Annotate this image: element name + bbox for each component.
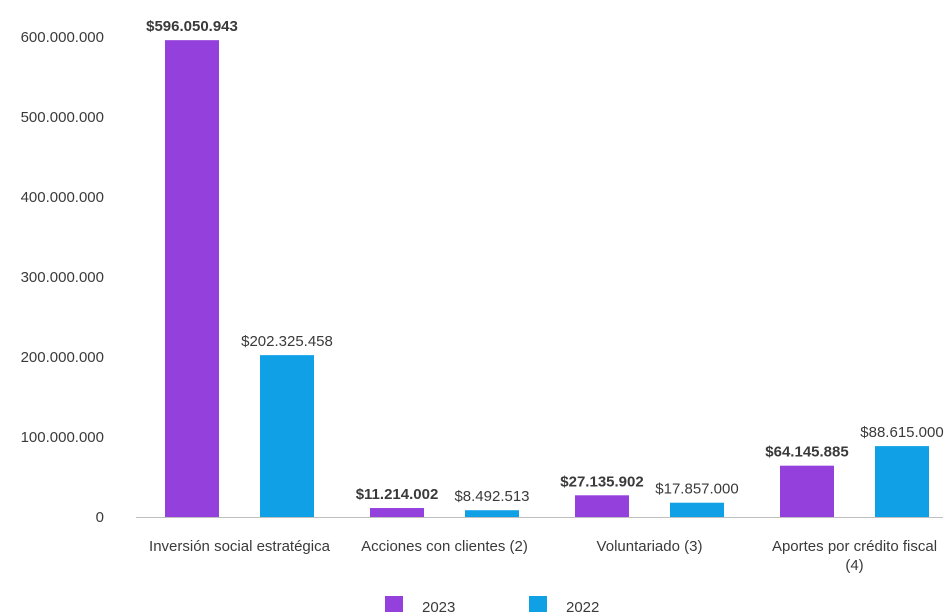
y-tick-label: 300.000.000 <box>21 269 104 286</box>
category-label: Acciones con clientes (2) <box>361 538 528 555</box>
bar-2022 <box>670 502 724 517</box>
category-label: Inversión social estratégica <box>149 538 331 555</box>
bar-2023 <box>370 508 424 517</box>
data-label-2023: $64.145.885 <box>765 444 848 461</box>
bar-2022 <box>875 446 929 517</box>
data-label-2022: $8.492.513 <box>454 488 529 505</box>
legend-swatch-2023 <box>385 596 403 612</box>
category-label: (4) <box>845 557 863 574</box>
y-tick-label: 200.000.000 <box>21 349 104 366</box>
data-label-2023: $27.135.902 <box>560 473 643 490</box>
y-tick-label: 600.000.000 <box>21 29 104 46</box>
y-tick-label: 500.000.000 <box>21 109 104 126</box>
y-tick-label: 400.000.000 <box>21 189 104 206</box>
bar-2023 <box>165 40 219 518</box>
legend-swatch-2022 <box>529 596 547 612</box>
data-label-2023: $11.214.002 <box>356 486 439 503</box>
data-label-2022: $88.615.000 <box>860 424 943 441</box>
category-label: Aportes por crédito fiscal <box>772 538 937 555</box>
category-label: Voluntariado (3) <box>597 538 703 555</box>
y-tick-label: 100.000.000 <box>21 429 104 446</box>
data-label-2022: $17.857.000 <box>655 481 738 498</box>
data-label-2023: $596.050.943 <box>146 18 238 35</box>
bar-2023 <box>780 465 834 517</box>
bar-2022 <box>260 355 314 517</box>
bar-2023 <box>575 495 629 517</box>
legend-label-2023: 2023 <box>422 599 455 616</box>
legend-label-2022: 2022 <box>566 599 599 616</box>
data-label-2022: $202.325.458 <box>241 333 333 350</box>
bar-2022 <box>465 510 519 517</box>
y-tick-label: 0 <box>96 509 104 526</box>
